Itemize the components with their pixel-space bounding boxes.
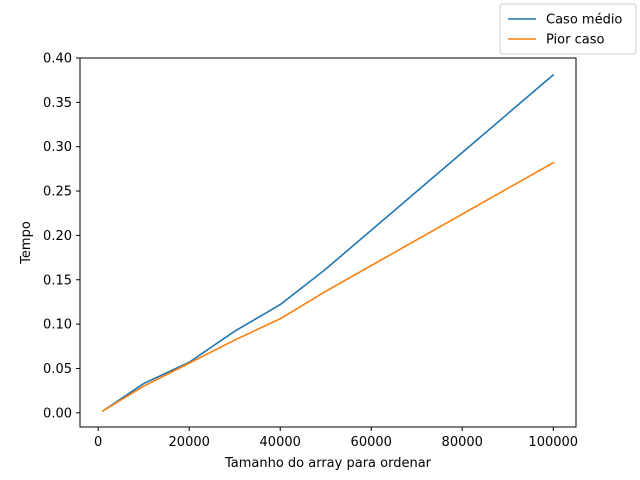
x-tick-label: 100000	[528, 435, 578, 450]
y-tick-label: 0.25	[43, 185, 72, 200]
plot-area	[79, 57, 577, 428]
x-tick-label: 0	[94, 435, 102, 450]
legend: Caso médio Pior caso	[499, 3, 637, 55]
y-axis-label: Tempo	[19, 221, 34, 265]
plot-frame	[79, 57, 577, 428]
y-axis-ticks: 0.00 0.05 0.10 0.15 0.20 0.25 0.30 0.35 0.40	[43, 52, 80, 421]
x-tick-label: 20000	[169, 435, 210, 450]
series-line-1	[101, 73, 555, 413]
x-axis-label: Tamanho do array para ordenar	[224, 456, 432, 471]
series-lines	[101, 73, 555, 413]
series-line-2	[101, 161, 555, 413]
y-tick-label: 0.40	[43, 52, 72, 67]
y-tick-label: 0.05	[43, 362, 72, 377]
y-tick-label: 0.15	[43, 273, 72, 288]
y-tick-label: 0.00	[43, 406, 72, 421]
x-tick-label: 80000	[442, 435, 483, 450]
x-tick-label: 60000	[351, 435, 392, 450]
y-tick-label: 0.20	[43, 229, 72, 244]
x-tick-label: 40000	[260, 435, 301, 450]
y-tick-label: 0.35	[43, 96, 72, 111]
x-axis-ticks: 0 20000 40000 60000 80000 100000	[94, 427, 578, 450]
legend-label-1: Caso médio	[546, 13, 622, 28]
y-tick-label: 0.30	[43, 140, 72, 155]
y-tick-label: 0.10	[43, 318, 72, 333]
legend-label-2: Pior caso	[546, 33, 604, 48]
legend-box	[499, 3, 637, 55]
